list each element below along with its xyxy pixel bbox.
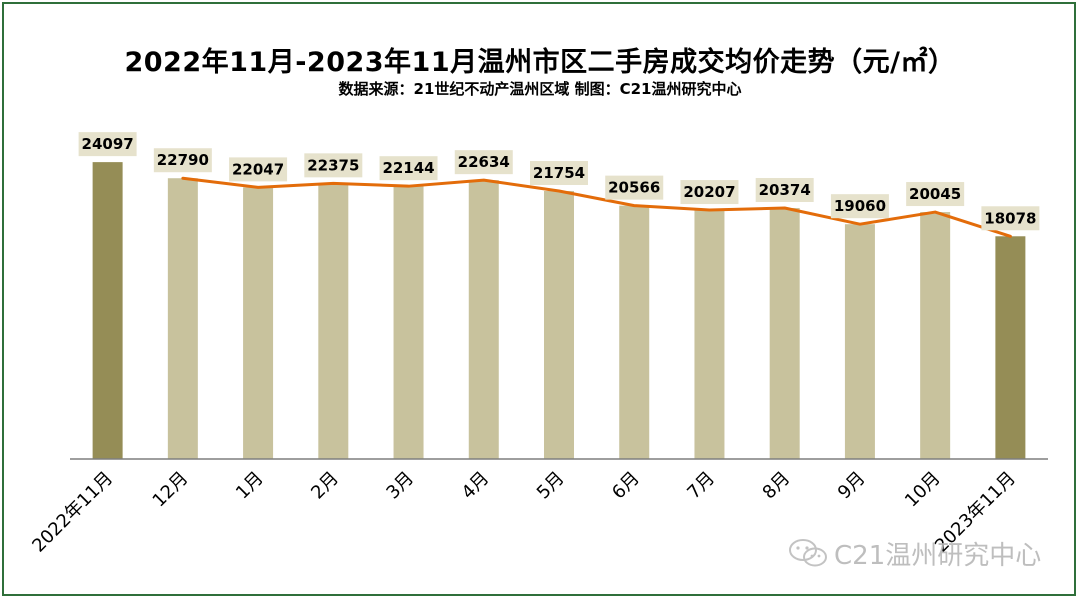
x-tick-label: 10月: [901, 468, 945, 512]
bar: [167, 178, 198, 459]
chart-title: 2022年11月-2023年11月温州市区二手房成交均价走势（元/㎡）: [124, 47, 956, 78]
data-label-box: [605, 175, 664, 200]
data-label: 22144: [382, 159, 434, 177]
data-label: 20374: [759, 181, 811, 199]
x-tick-label: 4月: [458, 468, 494, 504]
data-label: 22047: [232, 160, 284, 178]
watermark: C21温州研究中心: [788, 536, 1042, 571]
x-tick-label: 1月: [232, 468, 268, 504]
bar: [393, 186, 424, 459]
x-tick-label: 7月: [683, 468, 719, 504]
bar: [468, 180, 499, 460]
trend-line: [181, 176, 1012, 238]
data-label-box: [153, 148, 212, 173]
bar: [920, 212, 951, 459]
bar: [769, 207, 800, 459]
wechat-icon: [789, 539, 827, 567]
x-tick-label: 3月: [382, 468, 418, 504]
bar: [544, 190, 574, 459]
bar: [844, 224, 875, 459]
chart-subtitle: 数据来源：21世纪不动产温州区域 制图：C21温州研究中心: [338, 80, 742, 98]
bar: [694, 210, 725, 459]
data-label-box: [755, 177, 814, 202]
data-label-box: [454, 150, 513, 175]
x-tick-label: 2022年11月: [28, 468, 117, 557]
data-label: 22375: [307, 156, 359, 174]
data-label: 24097: [82, 135, 134, 153]
data-label-box: [981, 206, 1040, 231]
bar: [995, 236, 1026, 459]
x-tick-label: 2月: [307, 468, 343, 504]
data-label: 22790: [157, 151, 209, 169]
data-label: 20566: [608, 179, 660, 197]
data-label: 19060: [834, 197, 886, 215]
bar: [243, 187, 274, 459]
data-label: 20045: [909, 185, 961, 203]
data-label: 22634: [458, 153, 510, 171]
data-label-box: [379, 156, 438, 181]
data-label: 20207: [683, 183, 735, 201]
data-label-box: [229, 157, 288, 182]
x-tick-label: 5月: [533, 468, 569, 504]
data-label-box: [530, 160, 588, 185]
data-label-box: [78, 132, 137, 157]
x-tick-label: 8月: [759, 468, 795, 504]
bar: [619, 205, 650, 459]
data-label-box: [830, 194, 889, 219]
data-label: 21754: [533, 164, 585, 182]
x-tick-label: 6月: [608, 468, 644, 504]
data-label-box: [680, 180, 739, 205]
x-tick-label: 9月: [834, 468, 870, 504]
x-tick-label: 12月: [149, 468, 193, 512]
watermark-text: C21温州研究中心: [834, 540, 1042, 571]
data-label-box: [906, 182, 965, 207]
bar: [318, 183, 349, 459]
data-label-box: [304, 153, 363, 178]
bar: [92, 162, 123, 460]
data-label: 18078: [984, 209, 1036, 227]
